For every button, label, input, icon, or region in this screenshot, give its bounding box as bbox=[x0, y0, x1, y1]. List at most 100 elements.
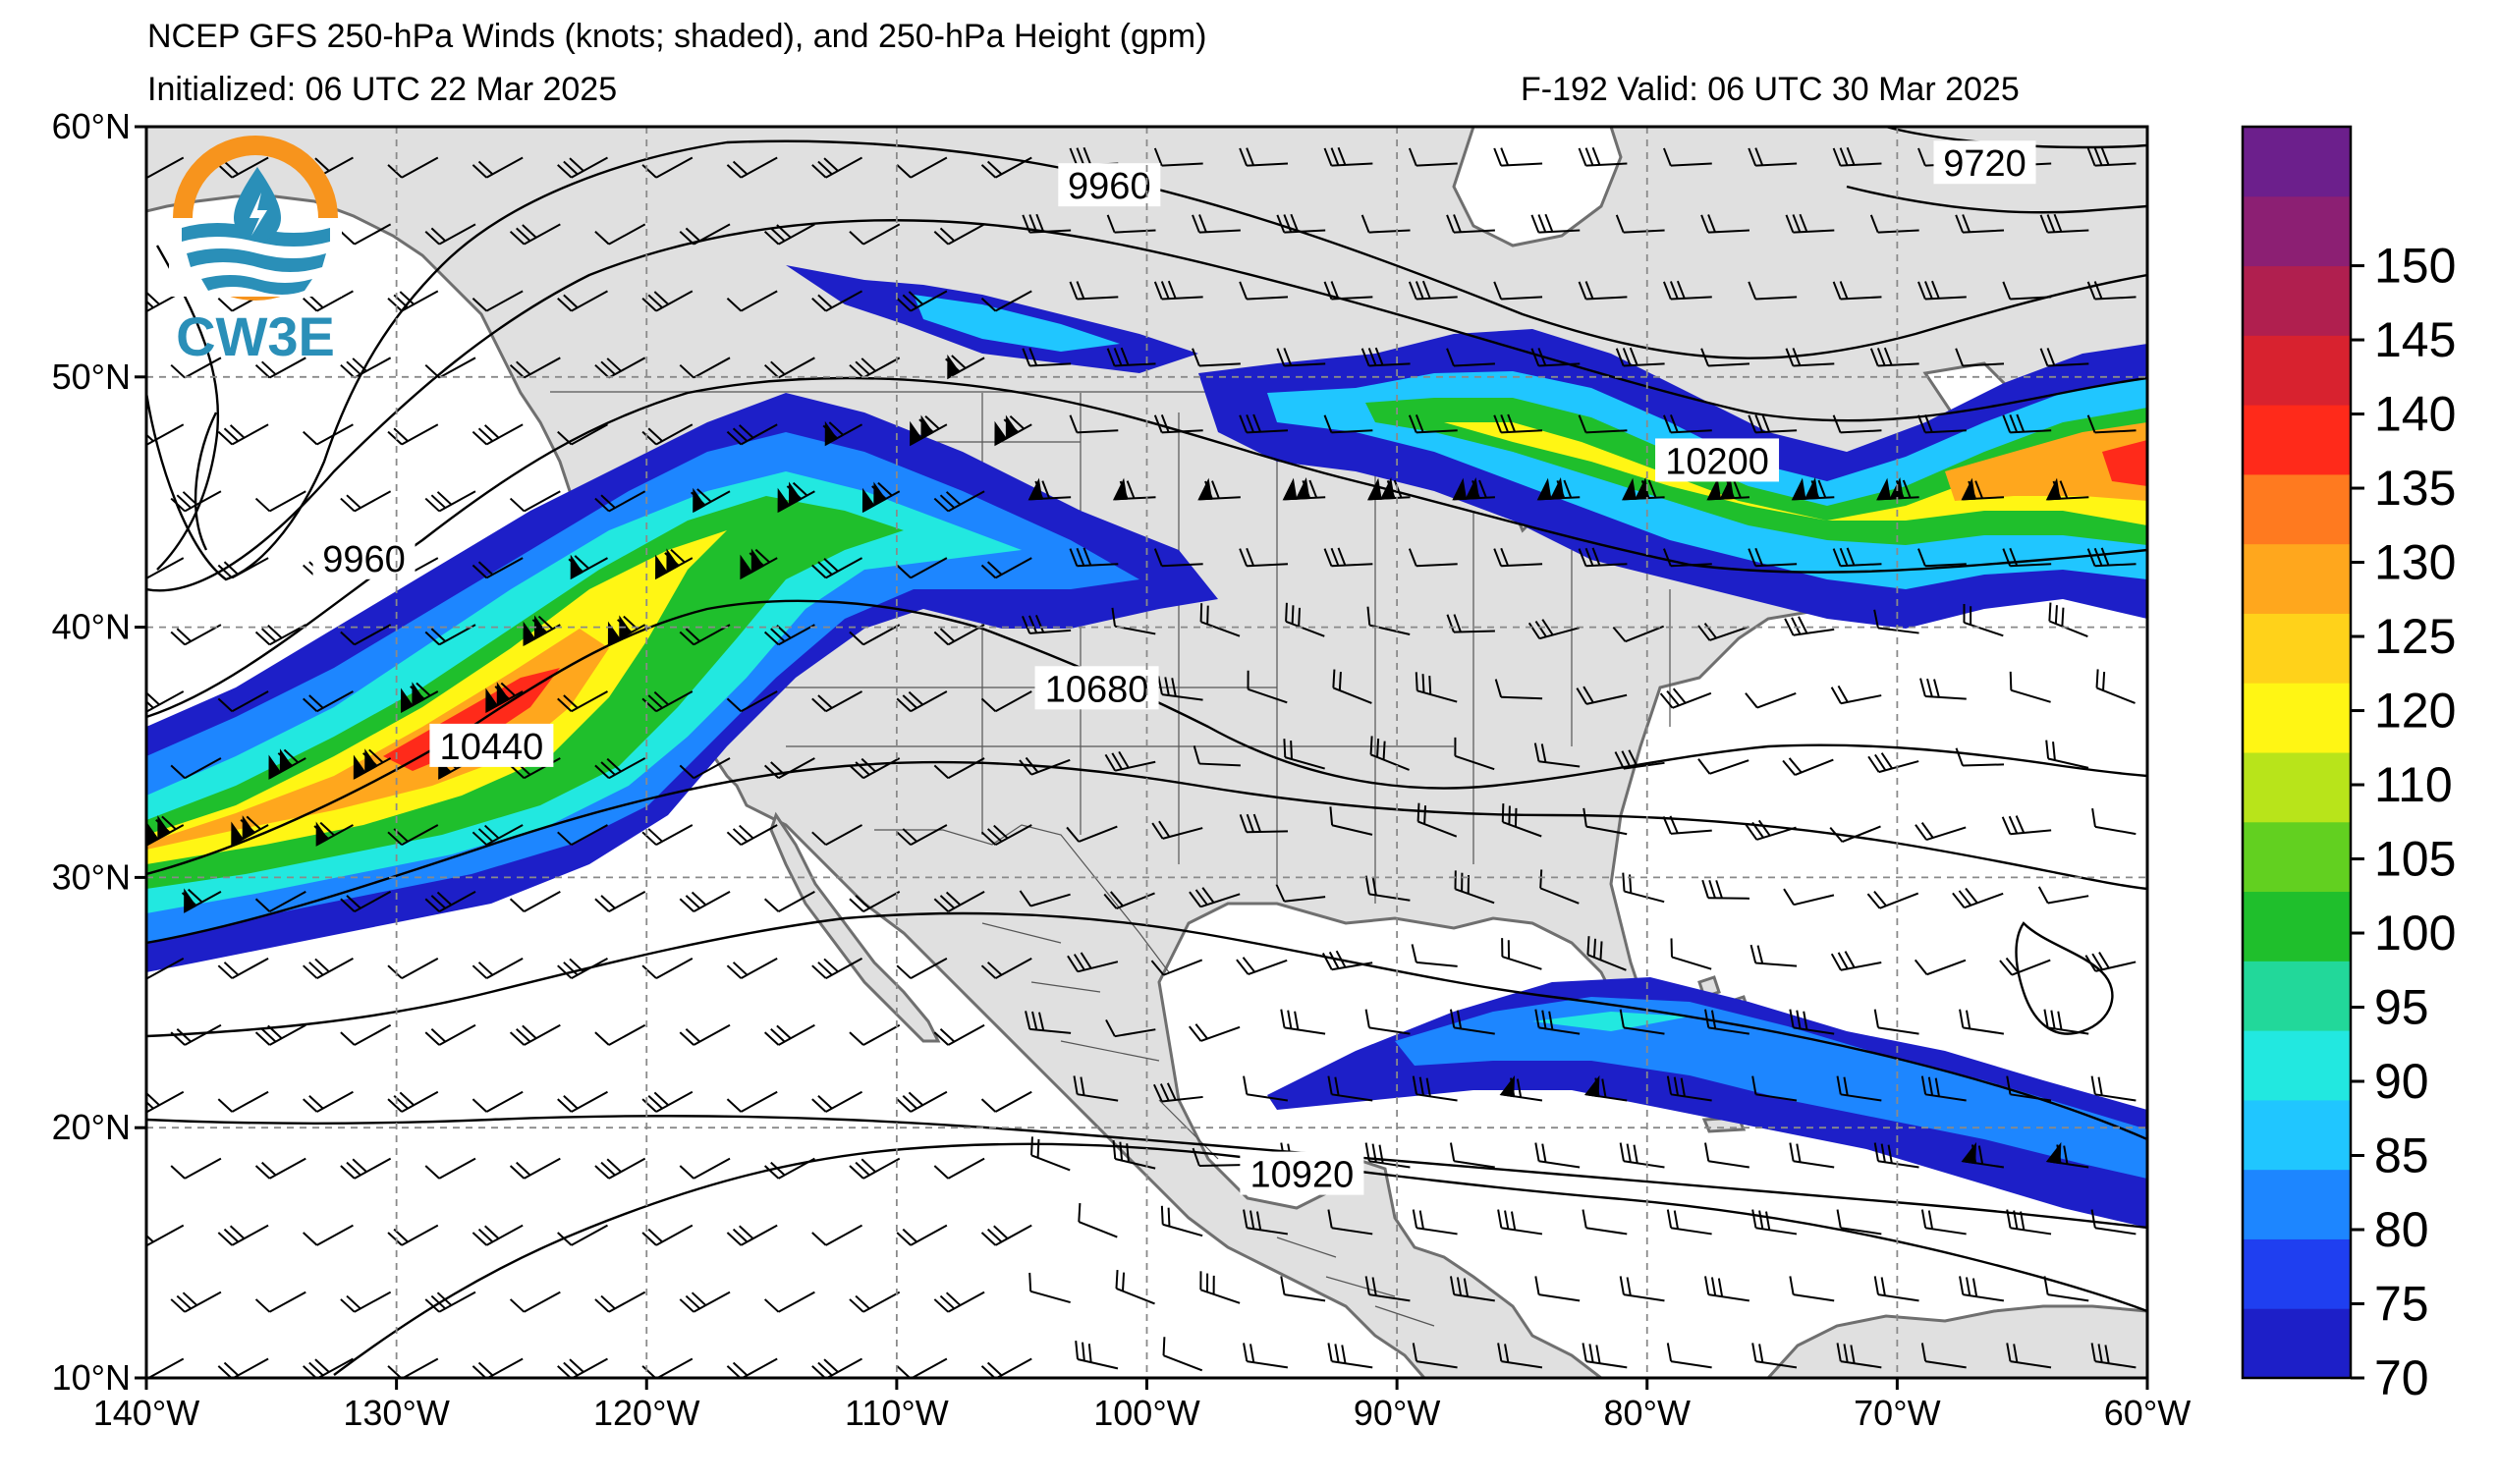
wind-barb bbox=[1360, 347, 1411, 367]
lat-tick-label: 50°N bbox=[52, 357, 131, 397]
wind-barb bbox=[472, 156, 524, 179]
wind-barb bbox=[472, 557, 524, 579]
contour-label-text: 10440 bbox=[440, 727, 544, 768]
wind-barb bbox=[217, 557, 269, 579]
colorbar-label: 140 bbox=[2374, 387, 2456, 442]
wind-barb bbox=[933, 490, 985, 513]
wind-barb bbox=[1239, 281, 1289, 301]
wind-barb bbox=[1530, 348, 1581, 367]
wind-barb bbox=[472, 1090, 524, 1113]
wind-barb bbox=[1078, 1203, 1118, 1238]
wind-barb bbox=[1366, 476, 1411, 501]
wind-barb bbox=[763, 1023, 815, 1046]
wind-barb bbox=[1416, 802, 1458, 838]
wind-barb bbox=[1959, 1009, 2005, 1035]
wind-barb bbox=[1193, 745, 1241, 767]
wind-barb bbox=[1832, 547, 1882, 568]
wind-barb bbox=[1189, 887, 1241, 908]
wind-barb bbox=[1369, 736, 1410, 771]
wind-barb bbox=[1066, 825, 1118, 843]
wind-barb bbox=[424, 223, 476, 246]
wind-barb bbox=[557, 156, 608, 179]
wind-barb bbox=[472, 824, 524, 847]
wind-barb bbox=[1199, 603, 1241, 637]
wind-barb bbox=[509, 1291, 561, 1313]
wind-barb bbox=[1067, 952, 1119, 973]
chart-title: NCEP GFS 250-hPa Winds (knots; shaded), … bbox=[147, 18, 1207, 55]
wind-barb bbox=[509, 490, 561, 513]
lat-tick-label: 40°N bbox=[52, 607, 131, 647]
wind-barb bbox=[424, 1157, 476, 1180]
wind-barb bbox=[1150, 959, 1203, 976]
wind-barb bbox=[933, 1291, 985, 1313]
wind-barb bbox=[1454, 870, 1495, 905]
lon-tick-label: 80°W bbox=[1604, 1393, 1691, 1433]
colorbar-label: 110 bbox=[2374, 757, 2453, 812]
lon-tick-label: 100°W bbox=[1093, 1393, 1199, 1433]
wind-barb bbox=[146, 156, 185, 179]
wind-barb bbox=[485, 682, 524, 713]
wind-barb bbox=[254, 357, 306, 379]
colorbar-label: 135 bbox=[2374, 461, 2456, 516]
hudson-bay bbox=[1452, 127, 1623, 247]
wind-barb bbox=[679, 223, 731, 246]
colorbar-label: 125 bbox=[2374, 609, 2456, 664]
wind-barb bbox=[387, 423, 439, 446]
wind-barb bbox=[1501, 938, 1542, 970]
wind-barb bbox=[2002, 281, 2052, 301]
wind-barb bbox=[1069, 414, 1119, 434]
wind-barb bbox=[1243, 1343, 1289, 1369]
wind-barb bbox=[1408, 280, 1458, 301]
wind-barb bbox=[1276, 213, 1326, 234]
wind-barb bbox=[1157, 676, 1203, 701]
wind-barb bbox=[1582, 1209, 1628, 1236]
contour-label-bg bbox=[1655, 438, 1780, 482]
wind-barb bbox=[1019, 890, 1071, 907]
wind-barb bbox=[1783, 888, 1835, 907]
wind-barb bbox=[980, 557, 1032, 579]
wind-barb bbox=[1869, 347, 1919, 367]
wind-barb bbox=[1408, 147, 1458, 167]
wind-barb bbox=[1501, 803, 1542, 838]
wind-barb bbox=[2009, 671, 2051, 703]
wind-barb bbox=[1700, 348, 1750, 367]
wind-barb bbox=[1364, 1009, 1411, 1035]
wind-barb bbox=[1920, 1075, 1967, 1102]
wind-barb bbox=[424, 891, 476, 913]
wind-barb bbox=[1748, 547, 1798, 568]
lon-tick-label: 60°W bbox=[2104, 1393, 2191, 1433]
wind-barb bbox=[811, 690, 863, 713]
wind-barb bbox=[849, 223, 901, 246]
wind-barb bbox=[170, 490, 222, 513]
wind-barb bbox=[1499, 1074, 1543, 1102]
initialized-label: Initialized: 06 UTC 22 Mar 2025 bbox=[147, 71, 618, 108]
wind-barb bbox=[1152, 1082, 1203, 1103]
wind-barb bbox=[2086, 281, 2137, 301]
wind-barb bbox=[1784, 616, 1835, 636]
contour-label-bg bbox=[429, 723, 554, 767]
colorbar-swatch bbox=[2243, 1308, 2351, 1379]
wind-barb bbox=[1412, 1343, 1458, 1369]
wind-barb bbox=[1791, 476, 1835, 501]
wind-barb bbox=[1614, 749, 1665, 770]
wind-barb bbox=[1025, 1011, 1072, 1034]
wind-barb bbox=[641, 290, 694, 312]
wind-barb bbox=[1022, 348, 1072, 367]
wind-barb bbox=[1697, 623, 1749, 641]
contour-label-text: 9960 bbox=[322, 539, 406, 580]
wind-barb bbox=[1704, 1009, 1749, 1035]
jet-west-110kt bbox=[146, 530, 727, 864]
wind-barb bbox=[594, 1157, 646, 1180]
wind-barb bbox=[1829, 825, 1881, 844]
wind-barb bbox=[2039, 348, 2089, 367]
wind-barb bbox=[509, 1157, 561, 1180]
wind-barb bbox=[472, 290, 524, 312]
wind-barb bbox=[1789, 1142, 1835, 1169]
wind-barb bbox=[1412, 1075, 1458, 1102]
wind-barb bbox=[594, 357, 646, 379]
wind-barb bbox=[726, 1224, 778, 1246]
wind-barb bbox=[641, 423, 694, 446]
wind-barb bbox=[861, 481, 901, 514]
wind-barb bbox=[1873, 1142, 1919, 1169]
wind-barb bbox=[1199, 1271, 1241, 1304]
